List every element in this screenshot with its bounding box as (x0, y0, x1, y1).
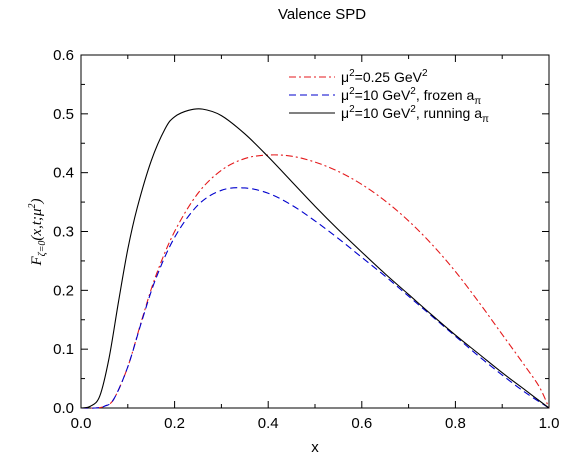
x-tick-label: 0.4 (258, 415, 279, 432)
legend-label: μ2=10 GeV2, frozen aπ (341, 86, 481, 107)
x-axis-label: x (311, 439, 319, 456)
x-axis: 0.0 0.2 0.4 0.6 0.8 1.0 (71, 55, 560, 432)
x-tick-label: 0.0 (71, 415, 92, 432)
y-tick-label: 0.1 (53, 341, 74, 358)
series-layer (80, 108, 550, 409)
y-tick-label: 0.3 (53, 224, 74, 241)
y-axis-label: Fζ=0(x,t;μ2) (27, 198, 48, 266)
series-line-running (80, 108, 550, 409)
x-tick-label: 1.0 (539, 415, 560, 432)
legend-label: μ2=10 GeV2, running aπ (341, 104, 489, 125)
x-tick-label: 0.2 (164, 415, 185, 432)
x-tick-label: 0.6 (351, 415, 372, 432)
y-tick-label: 0.6 (53, 47, 74, 64)
y-tick-label: 0.4 (53, 165, 74, 182)
y-axis: 0.0 0.1 0.2 0.3 0.4 0.5 0.6 (53, 47, 549, 417)
y-tick-label: 0.2 (53, 282, 74, 299)
chart-title: Valence SPD (278, 6, 366, 23)
legend-label: μ2=0.25 GeV2 (341, 68, 428, 85)
series-line-frozen (80, 187, 550, 409)
y-tick-label: 0.5 (53, 106, 74, 123)
series-line-initial (80, 154, 550, 409)
y-tick-label: 0.0 (53, 400, 74, 417)
x-tick-label: 0.8 (445, 415, 466, 432)
